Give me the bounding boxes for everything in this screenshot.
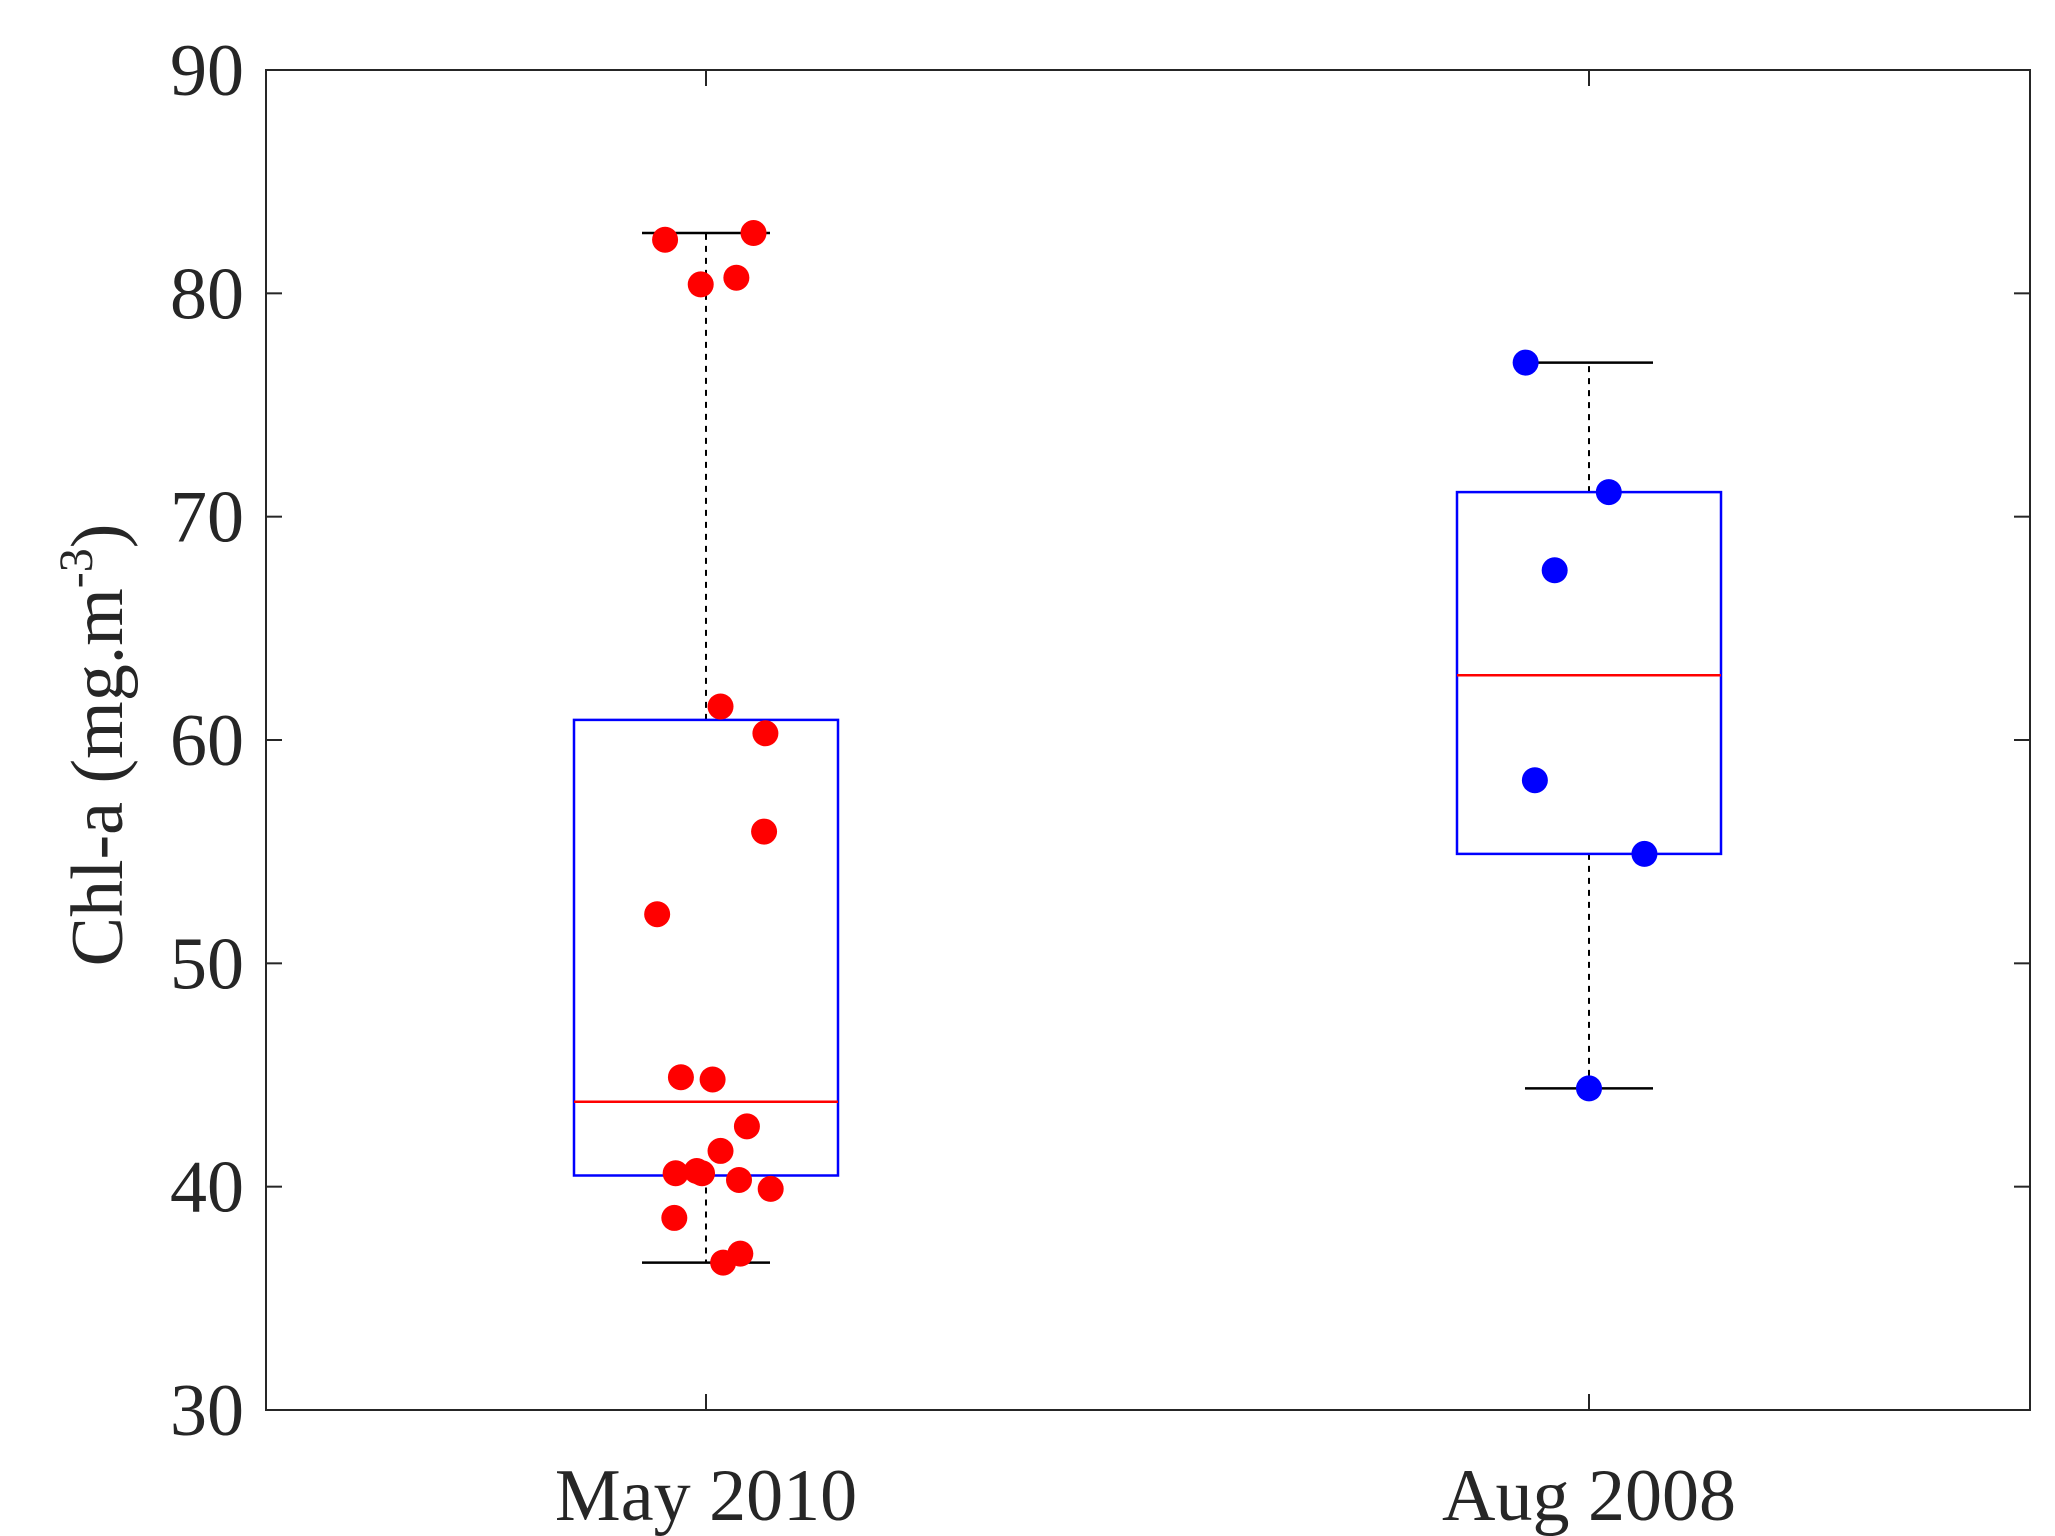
data-point: [723, 264, 750, 291]
data-point: [1576, 1075, 1602, 1102]
y-tick-label: 70: [170, 477, 244, 559]
data-point: [707, 1137, 734, 1164]
y-tick-label: 40: [170, 1147, 244, 1229]
chart-marks: [572, 220, 1723, 1276]
data-point: [1521, 767, 1548, 794]
y-axis-title-main: Chl-a (mg.m: [57, 588, 139, 966]
data-point: [1541, 557, 1568, 584]
data-point: [733, 1113, 760, 1140]
data-point: [1631, 840, 1658, 867]
data-point: [1595, 479, 1622, 506]
data-point: [699, 1066, 726, 1093]
y-tick-label: 60: [170, 700, 244, 782]
x-tick-label: Aug 2008: [1442, 1455, 1736, 1536]
data-point: [1512, 349, 1539, 376]
data-point: [644, 901, 671, 928]
axes: 30 40 50 60 70 80 90 May 2010 Aug 2008: [170, 30, 2031, 1536]
y-axis-title-superscript: -3: [50, 548, 103, 588]
y-tick-label: 80: [170, 253, 244, 335]
x-tick-label: May 2010: [555, 1455, 857, 1536]
y-tick-label: 50: [170, 923, 244, 1005]
plot-area: [266, 70, 2030, 1410]
y-axis-title: Chl-a (mg.m-3): [50, 524, 139, 967]
y-tick-label: 90: [170, 30, 244, 112]
box-group-aug-2008: [1455, 349, 1723, 1102]
plot-background: [266, 70, 2030, 1410]
data-point: [726, 1166, 752, 1193]
box-group-may-2010: [572, 220, 840, 1276]
data-point: [757, 1175, 784, 1202]
y-tick-label: 30: [170, 1370, 244, 1452]
data-point: [652, 226, 679, 253]
box-iqr: [1455, 490, 1723, 856]
data-point: [689, 1160, 716, 1187]
data-point: [687, 271, 714, 298]
data-point: [751, 818, 778, 845]
data-point: [710, 1249, 737, 1276]
data-point: [662, 1160, 689, 1187]
data-point: [707, 693, 734, 720]
data-point: [667, 1064, 694, 1091]
data-point: [752, 720, 779, 747]
data-point: [740, 220, 767, 247]
data-point: [661, 1204, 688, 1231]
y-axis-title-close: ): [57, 524, 139, 549]
